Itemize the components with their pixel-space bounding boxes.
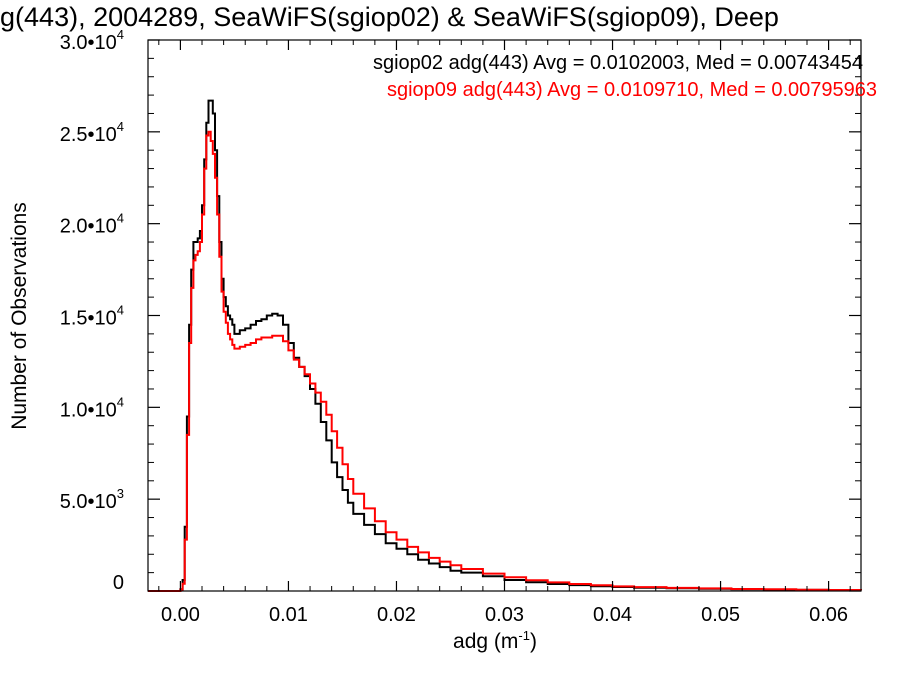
y-tick-label-4: 2.0•104 bbox=[60, 211, 124, 238]
legend-entry-sgiop09: sgiop09 adg(443) Avg = 0.0109710, Med = … bbox=[387, 79, 877, 101]
x-axis-ticks: 0.00 0.01 0.02 0.03 0.04 0.05 0.06 bbox=[158, 40, 851, 626]
y-tick-label-1: 5.0•103 bbox=[60, 486, 124, 513]
x-tick-label-0: 0.00 bbox=[161, 604, 200, 626]
x-tick-label-6: 0.06 bbox=[809, 604, 848, 626]
legend-entry-sgiop02: sgiop02 adg(443) Avg = 0.0102003, Med = … bbox=[373, 52, 863, 74]
y-tick-label-6: 3.0•104 bbox=[60, 27, 124, 54]
y-axis-ticks: 0 5.0•103 1.0•104 1.5•104 2.0•104 2.5•104 3.0•… bbox=[60, 27, 861, 594]
x-tick-label-3: 0.03 bbox=[485, 604, 524, 626]
x-axis-label-superscript: -1 bbox=[518, 628, 530, 643]
chart-title: adg(443), 2004289, SeaWiFS(sgiop02) & Se… bbox=[0, 2, 779, 32]
plot-series-group bbox=[148, 99, 862, 592]
x-tick-label-5: 0.05 bbox=[701, 604, 740, 626]
series-line-1 bbox=[148, 130, 862, 592]
y-tick-label-3: 1.5•104 bbox=[60, 303, 124, 330]
y-tick-label-5: 2.5•104 bbox=[60, 119, 124, 146]
y-axis-label: Number of Observations bbox=[8, 202, 31, 430]
x-tick-label-1: 0.01 bbox=[269, 604, 308, 626]
x-tick-label-4: 0.04 bbox=[593, 604, 632, 626]
x-axis-label: adg (m-1) bbox=[453, 628, 537, 653]
x-axis-label-main: adg (m bbox=[453, 630, 518, 653]
y-tick-label-0: 0 bbox=[113, 572, 124, 594]
x-tick-label-2: 0.02 bbox=[377, 604, 416, 626]
x-axis-label-close: ) bbox=[530, 630, 537, 653]
y-tick-label-2: 1.0•104 bbox=[60, 394, 124, 421]
